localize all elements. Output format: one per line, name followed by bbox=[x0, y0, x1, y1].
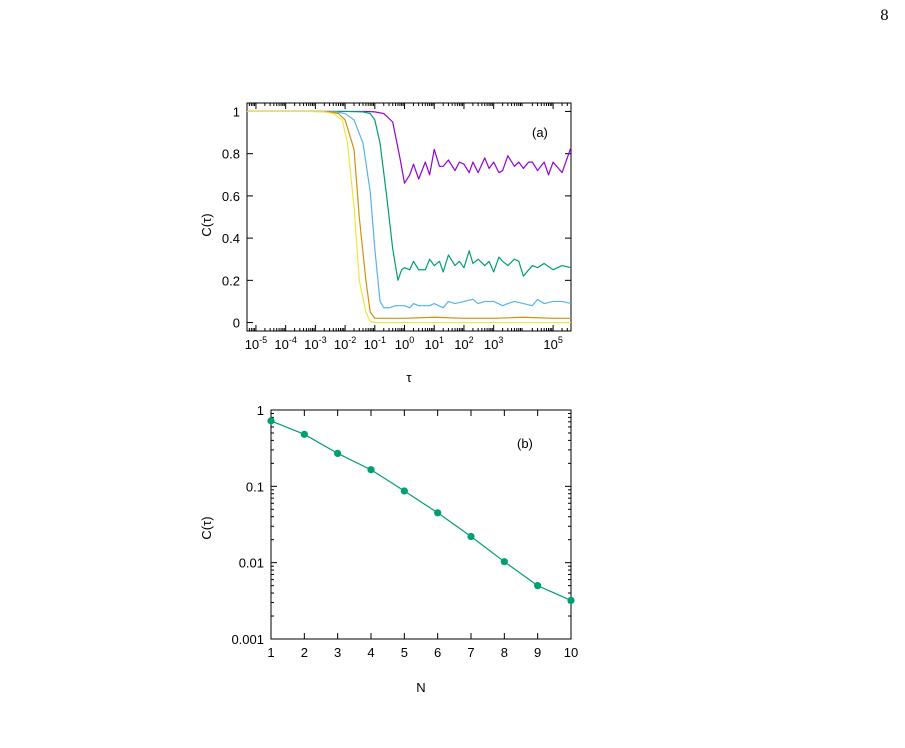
panel-label-a: (a) bbox=[532, 125, 548, 140]
x-tick-label: 10-2 bbox=[334, 335, 356, 352]
y-tick-label: 0.1 bbox=[246, 479, 264, 494]
x-tick-label: 103 bbox=[484, 335, 503, 352]
panel-label-b: (b) bbox=[517, 436, 533, 451]
y-axis-title-a: C(τ) bbox=[199, 213, 214, 236]
series-line-b-0 bbox=[270, 420, 572, 601]
y-tick-label: 0.6 bbox=[222, 189, 240, 204]
panel-a: (a) C(τ) τ 10-5 10-4 10-3 10-2 10-1 100 101 102… bbox=[199, 102, 572, 385]
data-point bbox=[400, 487, 408, 495]
data-point bbox=[567, 596, 575, 605]
y-tick-label: 0.001 bbox=[231, 632, 264, 647]
x-tick-label: 8 bbox=[501, 645, 508, 660]
y-tick-label: 0 bbox=[233, 316, 240, 331]
y-tick-label: 0.4 bbox=[222, 231, 240, 246]
x-tick-label: 7 bbox=[467, 645, 474, 660]
y-tick-label: 1 bbox=[257, 403, 264, 418]
x-tick-label: 5 bbox=[401, 645, 408, 660]
x-tick-label: 1 bbox=[267, 645, 274, 660]
x-tick-label: 6 bbox=[434, 645, 441, 660]
x-tick-label: 10-5 bbox=[245, 335, 267, 352]
data-point bbox=[267, 417, 275, 425]
x-tick-label: 4 bbox=[367, 645, 374, 660]
x-tick-label: 9 bbox=[534, 645, 541, 660]
x-tick-label: 10-1 bbox=[364, 335, 386, 352]
x-tick-label: 102 bbox=[454, 335, 473, 352]
series-line-a-0 bbox=[247, 110, 572, 184]
y-tick-label: 0.2 bbox=[222, 273, 240, 288]
page-number: 8 bbox=[880, 8, 889, 24]
data-point bbox=[434, 509, 442, 517]
series-line-a-3 bbox=[247, 110, 571, 319]
y-tick-label: 0.01 bbox=[239, 556, 264, 571]
series-line-a-1 bbox=[247, 110, 572, 281]
panel-b: (b) C(τ) N 1 2 3 4 5 6 7 8 9 10 1 0.1 0.01 0.001 bbox=[199, 403, 578, 695]
series-line-a-2 bbox=[247, 110, 572, 309]
x-tick-label: 105 bbox=[543, 335, 562, 352]
plot-frame bbox=[270, 409, 572, 640]
x-tick-label: 100 bbox=[395, 335, 414, 352]
x-tick-label: 10-3 bbox=[304, 335, 326, 352]
series-line-a-4 bbox=[247, 110, 571, 324]
x-tick-label: 10-4 bbox=[274, 335, 296, 352]
x-axis-title-a: τ bbox=[406, 370, 412, 385]
plot-frame bbox=[246, 102, 572, 332]
data-point bbox=[500, 558, 508, 566]
y-axis-title-b: C(τ) bbox=[199, 516, 214, 539]
data-point bbox=[467, 532, 475, 541]
data-point bbox=[534, 582, 542, 590]
data-point bbox=[300, 430, 308, 438]
x-tick-label: 2 bbox=[301, 645, 308, 660]
y-tick-label: 0.8 bbox=[222, 147, 240, 162]
x-tick-label: 101 bbox=[425, 335, 444, 352]
x-axis-title-b: N bbox=[416, 680, 425, 695]
y-tick-label: 1 bbox=[233, 104, 240, 119]
data-point bbox=[367, 466, 375, 474]
x-tick-label: 10 bbox=[564, 645, 578, 660]
x-tick-label: 3 bbox=[334, 645, 341, 660]
data-point bbox=[334, 449, 342, 458]
